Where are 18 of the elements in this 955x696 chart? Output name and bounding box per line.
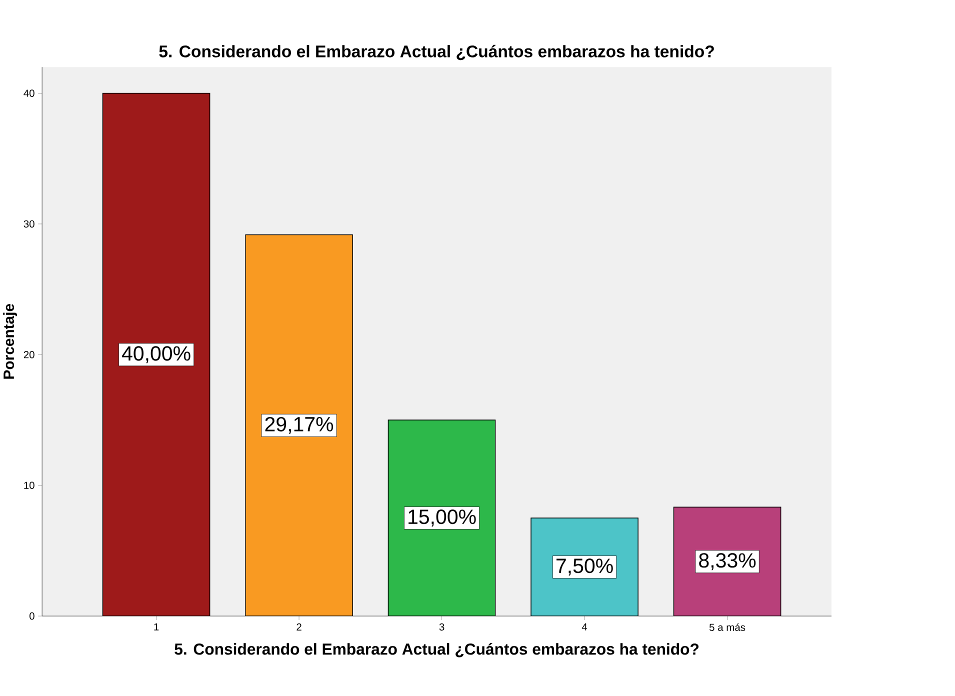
data-label: 40,00% <box>122 346 190 364</box>
y-tick-label: 0 <box>30 612 34 620</box>
y-tick-label: 20 <box>24 350 34 358</box>
x-tick-label: 4 <box>582 623 588 630</box>
data-label: 7,50% <box>556 558 613 576</box>
y-axis-title: Porcentaje <box>3 304 18 379</box>
y-tick-label: 10 <box>24 482 34 489</box>
y-tick-label: 30 <box>24 220 34 228</box>
x-tick-label: 1 <box>154 623 159 630</box>
data-label: 15,00% <box>408 509 476 526</box>
x-tick-label: 3 <box>439 623 444 630</box>
x-tick-label: 2 <box>296 623 302 630</box>
y-tick-label: 40 <box>24 90 34 97</box>
x-axis-title: 5. Considerando el Embarazo Actual ¿Cuántos embarazos ha tenido? <box>174 642 699 658</box>
chart-title: 5. Considerando el Embarazo Actual ¿Cuántos embarazos ha tenido? <box>159 44 714 60</box>
data-label: 8,33% <box>699 553 756 570</box>
x-tick-label: 5 a más <box>709 623 746 631</box>
data-label: 29,17% <box>265 416 334 434</box>
